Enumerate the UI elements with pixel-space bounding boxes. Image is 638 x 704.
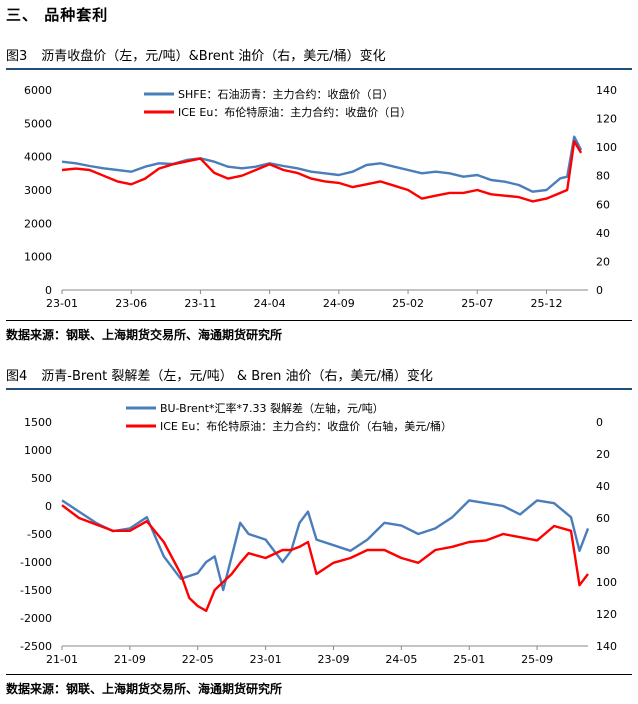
x-tick-label: 24-09 (323, 297, 355, 310)
figure-3-title-text: 沥青收盘价（左，元/吨）&Brent 油价（右，美元/桶）变化 (41, 49, 386, 64)
x-tick-label: 21-01 (46, 653, 78, 666)
y-left-tick-label: 4000 (24, 151, 52, 164)
x-tick-label: 23-11 (184, 297, 216, 310)
figure-3-rule (6, 68, 632, 70)
y-right-tick-label: 40 (596, 480, 610, 493)
y-left-tick-label: -2500 (20, 640, 52, 653)
x-tick-label: 22-05 (182, 653, 214, 666)
figure-3-title: 图3 沥青收盘价（左，元/吨）&Brent 油价（右，美元/桶）变化 (6, 46, 632, 68)
series-line-1 (61, 135, 583, 193)
x-tick-label: 25-09 (521, 653, 553, 666)
y-right-tick-label: 120 (596, 113, 617, 126)
y-right-tick-label: 140 (596, 84, 617, 97)
y-right-tick-label: 120 (596, 608, 617, 621)
y-right-tick-label: 40 (596, 227, 610, 240)
y-left-tick-label: 0 (45, 500, 52, 513)
y-left-tick-label: -500 (27, 528, 52, 541)
series-line-2 (61, 504, 589, 613)
y-left-tick-label: -1500 (20, 584, 52, 597)
x-tick-label: 24-05 (385, 653, 417, 666)
chart-4: -2500 -2000 -1500 -1000 -500 0 500 1000 1500 0 20 4… (20, 401, 617, 666)
x-tick-label: 25-01 (453, 653, 485, 666)
y-right-tick-label: 20 (596, 448, 610, 461)
figure-3-source: 数据来源：钢联、上海期货交易所、海通期货研究所 (6, 328, 283, 342)
figure-4-rule (6, 388, 632, 390)
y-left-tick-label: -2000 (20, 612, 52, 625)
y-left-tick-label: -1000 (20, 556, 52, 569)
x-tick-label: 23-06 (115, 297, 147, 310)
section-title: 三、 品种套利 (6, 6, 109, 24)
figure-4-label: 图4 (6, 369, 28, 384)
y-right-tick-label: 20 (596, 255, 610, 268)
x-tick-label: 23-01 (46, 297, 78, 310)
x-tick-label: 25-12 (530, 297, 562, 310)
figure-3-label: 图3 (6, 49, 28, 64)
y-right-tick-label: 100 (596, 141, 617, 154)
y-right-tick-label: 0 (596, 416, 603, 429)
y-right-tick-label: 140 (596, 640, 617, 653)
y-right-tick-label: 80 (596, 170, 610, 183)
y-left-tick-label: 1500 (24, 416, 52, 429)
y-left-tick-label: 5000 (24, 117, 52, 130)
figure-4-source: 数据来源：钢联、上海期货交易所、海通期货研究所 (6, 682, 283, 696)
x-tick-label: 23-01 (250, 653, 282, 666)
y-left-tick-label: 1000 (24, 444, 52, 457)
y-left-tick-label: 1000 (24, 251, 52, 264)
figure-4-title-text: 沥青-Brent 裂解差（左，元/吨） & Bren 油价（右，美元/桶）变化 (41, 369, 433, 384)
y-left-tick-label: 0 (45, 284, 52, 297)
y-right-tick-label: 80 (596, 544, 610, 557)
y-left-tick-label: 6000 (24, 84, 52, 97)
y-left-tick-label: 2000 (24, 217, 52, 230)
figure-3-source-rule (6, 320, 632, 321)
y-right-tick-label: 60 (596, 198, 610, 211)
legend-label-1: BU-Brent*汇率*7.33 裂解差（左轴，元/吨） (160, 401, 384, 415)
legend-label-2: ICE Eu：布伦特原油：主力合约：收盘价（右轴，美元/桶） (160, 419, 452, 433)
x-tick-label: 23-09 (317, 653, 349, 666)
figure-4-source-rule (6, 674, 632, 675)
y-left-tick-label: 3000 (24, 184, 52, 197)
figure-4-title: 图4 沥青-Brent 裂解差（左，元/吨） & Bren 油价（右，美元/桶）变… (6, 366, 632, 388)
x-tick-label: 21-09 (114, 653, 146, 666)
y-right-tick-label: 0 (596, 284, 603, 297)
chart-3: 0 1000 2000 3000 4000 5000 6000 0 20 40 60 80 100 120… (24, 84, 617, 310)
series-line-2 (61, 140, 583, 203)
series-line-1 (61, 499, 590, 592)
legend-label-1: SHFE：石油沥青：主力合约：收盘价（日） (178, 87, 394, 101)
x-tick-label: 25-07 (461, 297, 493, 310)
y-left-tick-label: 500 (31, 472, 52, 485)
x-tick-label: 24-04 (254, 297, 286, 310)
legend-label-2: ICE Eu：布伦特原油：主力合约：收盘价（日） (178, 105, 411, 119)
y-right-tick-label: 60 (596, 512, 610, 525)
x-tick-label: 25-02 (392, 297, 424, 310)
y-right-tick-label: 100 (596, 576, 617, 589)
